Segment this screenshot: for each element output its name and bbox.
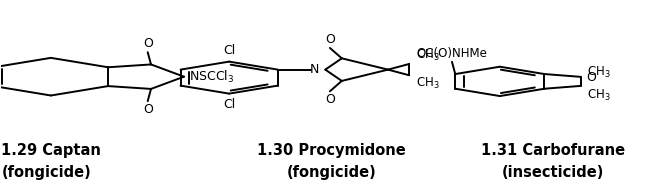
Text: Cl: Cl <box>223 98 235 111</box>
Text: O: O <box>143 37 152 50</box>
Text: OC(O)NHMe: OC(O)NHMe <box>416 47 487 60</box>
Text: O: O <box>325 33 335 46</box>
Text: (fongicide): (fongicide) <box>1 165 91 180</box>
Text: N: N <box>310 63 319 76</box>
Text: (fongicide): (fongicide) <box>286 165 377 180</box>
Text: O: O <box>143 103 152 116</box>
Text: NSCCl$_3$: NSCCl$_3$ <box>190 69 235 85</box>
Text: 1.30 Procymidone: 1.30 Procymidone <box>257 143 406 158</box>
Text: 1.29 Captan: 1.29 Captan <box>1 143 101 158</box>
Text: CH$_3$: CH$_3$ <box>416 48 440 63</box>
Text: CH$_3$: CH$_3$ <box>587 87 611 103</box>
Text: CH$_3$: CH$_3$ <box>587 65 611 80</box>
Text: 1.31 Carbofurane: 1.31 Carbofurane <box>481 143 625 158</box>
Text: O: O <box>325 93 335 106</box>
Text: Cl: Cl <box>223 44 235 57</box>
Text: O: O <box>586 71 596 84</box>
Text: CH$_3$: CH$_3$ <box>416 76 440 91</box>
Text: (insecticide): (insecticide) <box>501 165 604 180</box>
